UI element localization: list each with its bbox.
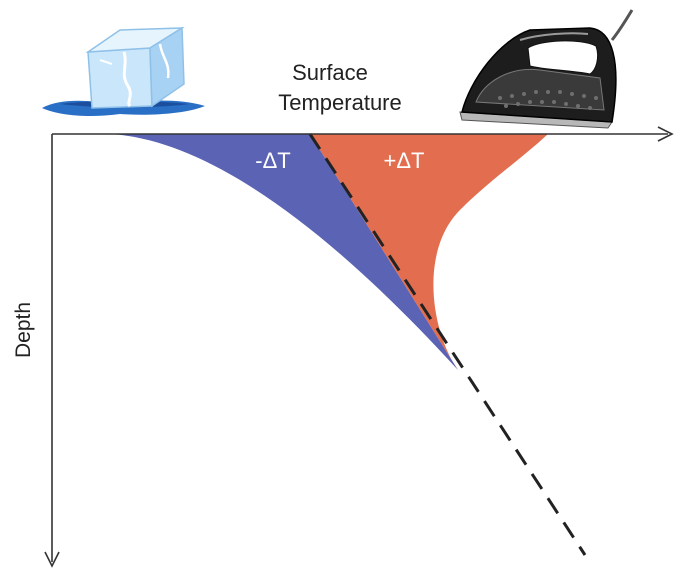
- temperature-axis-arrowhead: [657, 126, 674, 142]
- warming-region: [310, 134, 548, 370]
- depth-label: Depth: [12, 302, 35, 358]
- surface-label-line1: Surface: [292, 60, 368, 85]
- cooling-label: -ΔT: [255, 148, 290, 173]
- depth-axis-arrowhead: [44, 551, 60, 568]
- surface-label-line2: Temperature: [278, 90, 402, 115]
- geotherm-dashed-line: [308, 133, 587, 556]
- ice-cube-icon: [42, 26, 205, 116]
- clothes-iron-icon: [459, 9, 634, 129]
- warming-label: +ΔT: [384, 148, 425, 173]
- cooling-region: [110, 134, 458, 370]
